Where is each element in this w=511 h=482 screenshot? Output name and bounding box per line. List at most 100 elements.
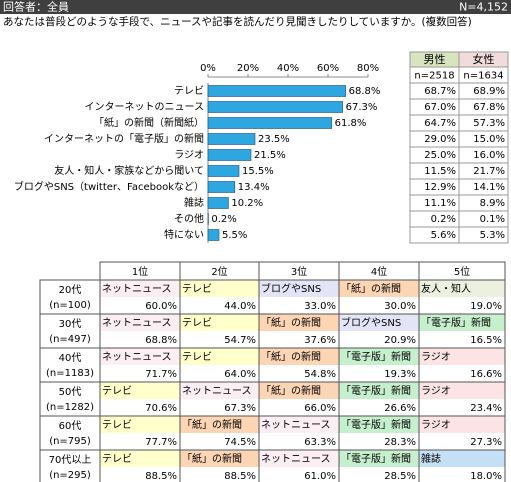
question: あなたは普段どのような手段で、ニュースや記事を読んだり見聞きしたりしていますか。… [3,15,472,28]
value-label: 23.5% [258,134,290,145]
rank-value: 20.9% [384,335,416,346]
gender-value: 68.7% [424,86,456,97]
category-label: インターネットのニュース [85,101,205,113]
rank-item: 友人・知人 [421,282,471,295]
rank-value: 33.0% [304,301,336,312]
rank-cell-color [100,314,180,331]
age-label: 30代 [59,318,82,330]
rank-value: 68.8% [145,335,177,346]
rank-cell-color [259,348,339,365]
rank-cell-color [180,314,259,331]
x-tick-label: 40% [277,63,299,74]
gender-value: 67.8% [473,102,505,113]
rank-value: 28.5% [384,471,416,482]
rank-cell-color [259,450,339,467]
rank-value: 67.3% [224,403,256,414]
rank-item: テレビ [102,385,132,397]
rank-cell-color [419,280,505,297]
value-label: 21.5% [254,150,286,161]
x-tick-label: 0% [200,63,216,74]
age-cell [39,415,101,451]
rank-cell-color [259,382,339,399]
age-label: 20代 [59,284,82,296]
gender-value: 11.5% [424,166,456,177]
rank-header: 2位 [211,265,227,278]
rank-header: 5位 [454,265,470,278]
rank-value: 37.6% [304,335,336,346]
age-label: 50代 [59,386,82,398]
rank-cell-color [419,348,505,365]
bar [207,117,332,129]
rank-cell-color [180,348,259,365]
rank-item: 「紙」の新聞 [182,418,242,431]
rank-value: 66.0% [304,403,336,414]
age-label: 60代 [59,420,82,432]
rank-item: 「電子版」新聞 [341,418,411,431]
rank-cell-color [180,416,259,433]
rank-cell-color [259,280,339,297]
rank-item: 「電子版」新聞 [341,452,411,465]
rank-item: ラジオ [421,419,451,431]
category-label: その他 [174,212,204,225]
gender-value: 25.0% [424,150,456,161]
rank-item: 「紙」の新聞 [182,452,242,465]
age-n: (n=295) [49,470,91,481]
rank-header: 4位 [371,265,387,278]
rank-item: テレビ [182,351,212,363]
gender-n: n=1634 [463,71,503,82]
gender-value: 12.9% [424,182,456,193]
gender-value: 5.6% [431,230,456,241]
gender-value: 57.3% [473,118,505,129]
rank-item: ネットニュース [182,385,252,397]
rank-value: 26.6% [384,403,416,414]
value-label: 68.8% [349,86,381,97]
category-label: 特にない [164,229,204,241]
rank-item: ネットニュース [102,317,172,329]
value-label: 61.8% [335,118,367,129]
category-label: ブログやSNS（twitter、Facebookなど） [14,180,204,193]
rank-cell-color [100,280,180,297]
rank-cell-color [339,382,419,399]
rank-cell-color [339,280,419,297]
rank-value: 18.0% [470,471,502,482]
value-label: 10.2% [231,198,263,209]
rank-item: テレビ [182,317,212,329]
rank-cell-color [419,416,505,433]
gender-value: 16.0% [473,150,505,161]
rank-cell-color [259,314,339,331]
rank-value: 60.0% [145,301,177,312]
gender-cell [458,226,509,244]
gender-value: 64.7% [424,118,456,129]
rank-item: ネットニュース [102,283,172,295]
value-label: 15.5% [242,166,274,177]
rank-header: 1位 [132,265,148,278]
rank-cell-color [339,416,419,433]
rank-item: ネットニュース [261,453,331,465]
rank-value: 54.7% [224,335,256,346]
rank-cell-color [100,382,180,399]
bar [207,197,229,209]
age-cell [39,279,101,315]
rank-item: テレビ [182,283,212,295]
header-left: 回答者：全員 [3,0,69,14]
rank-item: ブログやSNS [341,316,401,329]
age-label: 70代以上 [49,454,92,466]
x-tick-label: 20% [237,63,259,74]
bar [207,85,346,97]
age-label: 40代 [59,352,82,364]
rank-item: ブログやSNS [261,282,321,295]
category-label: 友人・知人・家族などから聞いて [54,164,204,177]
rank-item: 「紙」の新聞 [261,350,321,363]
rank-item: テレビ [102,453,132,465]
age-cell [39,347,101,383]
value-label: 0.2% [211,214,236,225]
age-n: (n=795) [49,436,91,447]
rank-value: 28.3% [384,437,416,448]
value-label: 5.5% [222,230,247,241]
rank-cell-color [180,280,259,297]
rank-value: 44.0% [224,301,256,312]
gender-value: 21.7% [473,166,505,177]
rank-value: 27.3% [470,437,502,448]
bar [207,133,256,145]
category-label: テレビ [174,85,204,97]
